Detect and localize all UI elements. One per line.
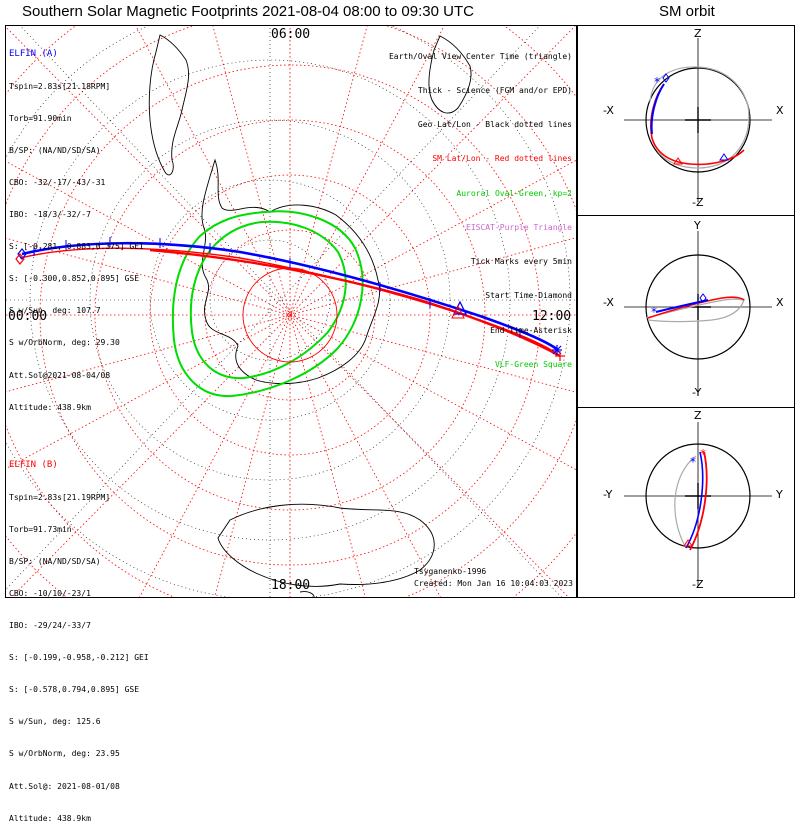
elfin-b-line: S w/Sun, deg: 125.6 (9, 717, 101, 727)
created-label: Created: Mon Jan 16 10:04:03 2023 (414, 579, 573, 588)
elfin-a-line: S: [-0.300,0.852,0.895] GSE (9, 274, 140, 284)
orbit-plot-yz: * * (624, 422, 772, 586)
svg-text:*: * (690, 455, 696, 469)
elfin-a-start-diamond (17, 248, 27, 260)
elfin-b-line: S: [-0.578,0.794,0.895] GSE (9, 685, 140, 695)
legend-item: Start Time-Diamond (485, 291, 572, 301)
geo-lat-lon-grid (6, 26, 576, 597)
legend-item: Earth/Oval View Center Time (triangle) (388, 51, 572, 61)
elfin-a-line: Att.Sol@2021-08-04/08 (9, 370, 111, 380)
elfin-a-line: Torb=91.90min (9, 113, 72, 123)
elfin-b-end-asterisk (555, 351, 565, 361)
orbit-xy-left-label: -X (603, 296, 614, 309)
elfin-b-start-diamond (15, 253, 25, 265)
legend-item: EISCAT-Purple Triangle (466, 222, 572, 232)
legend-item: Tick Marks every 5min (470, 257, 572, 267)
elfin-a-name: ELFIN (A) (9, 49, 58, 60)
orbit-xz-top-label: Z (694, 27, 702, 40)
elfin-b-line: Tspin=2.83s[21.19RPM] (9, 492, 111, 502)
time-label-left: 00:00 (8, 309, 48, 324)
legend-item: Geo Lat/Lon - Black dotted lines (417, 120, 572, 130)
sm-lon-grid (6, 26, 576, 597)
orbit-plot-xy: * (624, 231, 772, 393)
elfin-a-line: IBO: -18/3/-32/-7 (9, 209, 91, 219)
time-label-right: 12:00 (532, 309, 572, 324)
elfin-b-line: IBO: -29/24/-33/7 (9, 620, 91, 630)
orbit-yz-bottom-label: -Z (692, 578, 704, 591)
australia-coastline (217, 503, 435, 597)
footprint-map (6, 26, 576, 597)
elfin-a-line: S: [-0.281,-0.883,0.375] GEI (9, 242, 144, 252)
main-title: Southern Solar Magnetic Footprints 2021-… (22, 3, 474, 20)
legend-item: SM Lat/Lon - Red dotted lines (432, 154, 572, 164)
elfin-b-track (19, 247, 561, 358)
elfin-a-info: ELFIN (A) Tspin=2.83s[21.18RPM] Torb=91.… (9, 28, 144, 424)
legend-item: Thick - Science (FGM and/or EPD) (417, 86, 572, 96)
elfin-b-line: CBO: -10/10/-23/1 (9, 588, 91, 598)
svg-text:*: * (651, 305, 657, 319)
auroral-oval (171, 210, 364, 398)
svg-text:*: * (700, 447, 706, 461)
africa-coastline (428, 35, 472, 114)
orbit-plots: * * * * (624, 38, 772, 586)
orbit-xy-top-label: Y (694, 219, 701, 232)
orbit-plot-xz: * (624, 38, 772, 202)
elfin-a-line: B/SP: (NA/ND/SD/SA) (9, 145, 101, 155)
orbit-xy-right-label: X (776, 296, 784, 309)
elfin-b-line: S w/OrbNorm, deg: 23.95 (9, 749, 120, 759)
elfin-a-line: Altitude: 438.9km (9, 402, 91, 412)
elfin-b-line: Att.Sol@: 2021-08-01/08 (9, 781, 120, 791)
elfin-b-line: S: [-0.199,-0.958,-0.212] GEI (9, 653, 149, 663)
time-label-top: 06:00 (271, 27, 311, 42)
elfin-a-track (21, 241, 559, 352)
svg-text:*: * (654, 75, 660, 89)
orbit-panel-xy (577, 215, 795, 408)
legend-item: Auroral Oval-Green, kp=2 (456, 188, 572, 198)
elfin-a-line: S w/OrbNorm, deg: 29.30 (9, 338, 120, 348)
orbit-title: SM orbit (659, 3, 715, 20)
orbit-yz-left-label: -Y (603, 488, 613, 501)
legend-item: VLF-Green Square (494, 359, 572, 369)
legend-item: End Time-Asterisk (490, 325, 572, 335)
elfin-a-line: CBO: -32/-17/-43/-31 (9, 177, 106, 187)
orbit-xz-right-label: X (776, 104, 784, 117)
orbit-panel-yz (577, 407, 795, 598)
elfin-b-center-triangle (451, 304, 465, 319)
elfin-a-line: S w/Sun, deg: 107.7 (9, 306, 101, 316)
map-legend: Earth/Oval View Center Time (triangle) T… (389, 28, 572, 382)
elfin-b-line: Altitude: 438.9km (9, 813, 91, 823)
orbit-yz-right-label: Y (776, 488, 783, 501)
orbit-yz-top-label: Z (694, 409, 702, 422)
time-label-bottom: 18:00 (271, 578, 311, 593)
orbit-xz-left-label: -X (603, 104, 614, 117)
orbit-xz-bottom-label: -Z (692, 196, 704, 209)
elfin-b-line: Torb=91.73min (9, 524, 72, 534)
elfin-b-line: B/SP: (NA/ND/SD/SA) (9, 556, 101, 566)
south-america-coastline (148, 34, 189, 176)
orbit-xy-bottom-label: -Y (692, 386, 702, 399)
model-label: Tsyganenko-1996 (414, 567, 487, 576)
elfin-b-name: ELFIN (B) (9, 460, 58, 471)
track-tick-marks (33, 237, 521, 338)
elfin-a-line: Tspin=2.83s[21.18RPM] (9, 81, 111, 91)
